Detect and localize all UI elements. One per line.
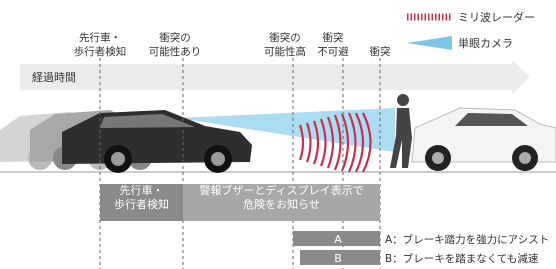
timeline-arrow	[20, 60, 530, 94]
brake-text: A：ブレーキ踏力を強力にアシスト	[385, 233, 549, 246]
box-label: 危険をお知らせ	[243, 197, 320, 211]
stage-label: 衝突	[323, 31, 344, 44]
box-label: 先行車・	[120, 183, 164, 197]
stage-label: 歩行者検知	[74, 45, 127, 58]
camera-legend-icon	[407, 36, 452, 50]
box-label: 歩行者検知	[114, 197, 169, 211]
stage-label: 不可避	[317, 45, 349, 58]
brake-text: B：ブレーキを踏まなくても減速	[385, 252, 539, 265]
stage-label: 先行車・	[79, 31, 121, 44]
stage-label: 衝突	[370, 45, 391, 58]
stage-label: 衝突の	[159, 31, 191, 44]
front-car	[412, 108, 556, 171]
stage-label: 可能性高	[264, 45, 306, 58]
stage-label: 可能性あり	[149, 45, 202, 58]
brake-tag: B	[334, 252, 342, 265]
legend-radar: ミリ波レーダー	[458, 10, 535, 24]
diagram: ミリ波レーダー 単眼カメラ 経過時間 先行車・歩行者検知衝突の	[0, 0, 556, 269]
stage-label: 衝突の	[269, 31, 301, 44]
timeline-label: 経過時間	[32, 71, 76, 84]
box-label: 警報ブザーとディスプレイ表示で	[199, 183, 363, 197]
brake-tag: A	[334, 233, 342, 246]
legend-camera: 単眼カメラ	[458, 36, 513, 50]
